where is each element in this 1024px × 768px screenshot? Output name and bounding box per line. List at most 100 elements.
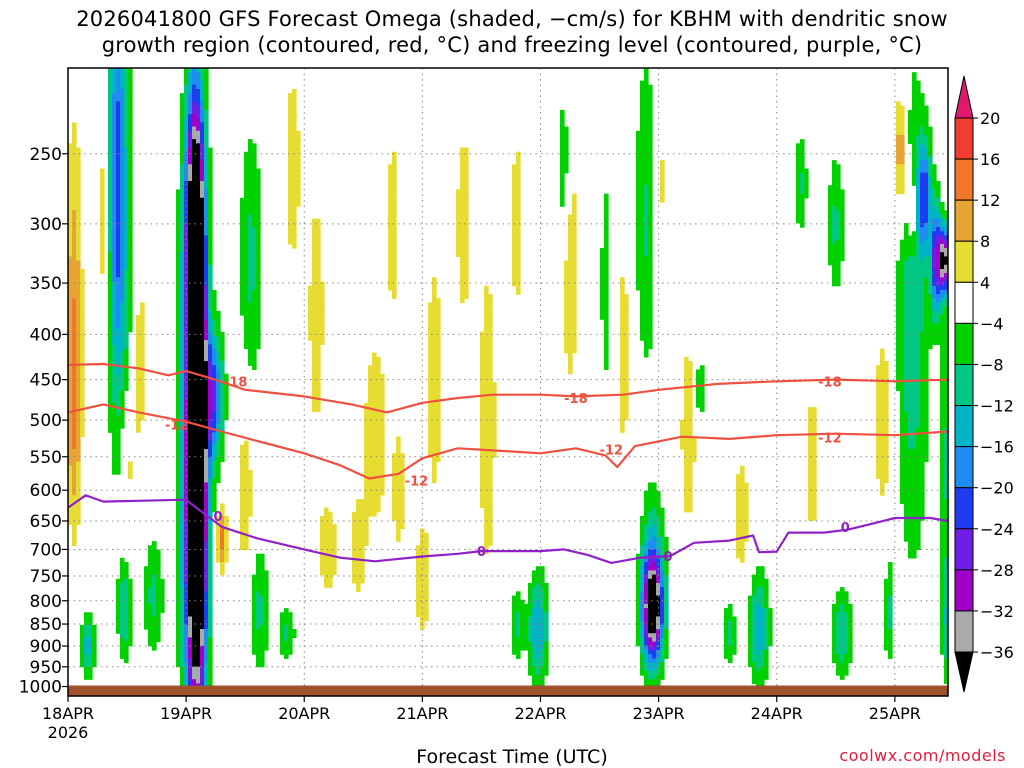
y-tick-label: 650 — [30, 512, 62, 532]
omega-cell — [188, 637, 193, 643]
omega-cell — [648, 599, 661, 605]
omega-cell — [904, 264, 933, 270]
omega-cell — [124, 637, 129, 643]
omega-cell — [116, 231, 121, 237]
omega-cell — [640, 105, 653, 111]
omega-cell — [840, 608, 845, 613]
omega-cell — [108, 344, 113, 350]
omega-cell — [256, 252, 261, 257]
omega-cell — [664, 545, 669, 551]
omega-cell — [212, 373, 217, 379]
omega-cell — [124, 193, 129, 199]
y-tick-label: 450 — [30, 371, 62, 391]
omega-cell — [192, 620, 205, 626]
omega-cell — [512, 201, 521, 207]
omega-cell — [208, 541, 213, 546]
omega-cell — [208, 562, 213, 567]
credit-link[interactable]: coolwx.com/models — [839, 746, 1006, 765]
omega-cell — [908, 109, 929, 115]
omega-cell — [84, 637, 93, 643]
omega-cell — [764, 612, 769, 618]
omega-cell — [484, 524, 493, 530]
omega-cell — [660, 172, 665, 178]
omega-cell — [72, 340, 77, 345]
omega-cell — [116, 210, 121, 216]
omega-cell — [176, 457, 181, 463]
omega-cell — [208, 377, 213, 383]
omega-cell — [876, 474, 889, 479]
omega-cell — [68, 511, 81, 517]
omega-cell — [636, 206, 645, 211]
omega-cell — [936, 264, 941, 270]
omega-cell — [928, 231, 933, 237]
omega-cell — [828, 214, 833, 220]
omega-cell — [736, 553, 745, 559]
omega-cell — [604, 361, 609, 366]
omega-cell — [112, 264, 117, 270]
omega-cell — [644, 201, 649, 207]
omega-cell — [124, 93, 129, 98]
omega-cell — [108, 176, 113, 182]
omega-cell — [920, 181, 929, 186]
omega-cell — [112, 239, 117, 245]
omega-cell — [636, 197, 645, 203]
omega-cell — [664, 645, 669, 651]
omega-cell — [636, 570, 641, 576]
omega-cell — [644, 549, 649, 555]
omega-cell — [396, 536, 401, 542]
omega-cell — [184, 679, 189, 685]
omega-cell — [544, 629, 549, 634]
omega-cell — [192, 172, 201, 178]
omega-cell — [848, 637, 853, 643]
omega-cell — [204, 549, 209, 555]
omega-cell — [184, 377, 189, 383]
omega-cell — [640, 289, 653, 295]
omega-cell — [220, 411, 225, 417]
omega-cell — [180, 557, 185, 563]
colorbar-swatch — [954, 363, 974, 407]
omega-cell — [900, 474, 925, 479]
omega-cell — [940, 629, 945, 634]
omega-cell — [76, 214, 81, 220]
omega-cell — [176, 582, 181, 588]
omega-cell — [124, 185, 129, 191]
omega-cell — [176, 645, 181, 651]
omega-cell — [516, 654, 521, 659]
omega-cell — [136, 428, 141, 433]
omega-cell — [128, 264, 133, 270]
omega-cell — [312, 281, 325, 287]
omega-cell — [932, 260, 937, 266]
omega-cell — [600, 298, 609, 304]
omega-cell — [696, 377, 705, 383]
omega-cell — [460, 285, 469, 291]
omega-cell — [916, 231, 921, 237]
omega-cell — [940, 545, 948, 551]
omega-cell — [112, 465, 121, 471]
omega-cell — [68, 222, 73, 228]
omega-cell — [640, 553, 645, 559]
omega-cell — [536, 645, 545, 651]
omega-cell — [68, 243, 73, 249]
omega-cell — [920, 206, 929, 211]
omega-cell — [68, 465, 73, 471]
omega-cell — [312, 352, 321, 358]
omega-cell — [904, 365, 921, 371]
omega-cell — [392, 469, 405, 475]
omega-cell — [932, 243, 937, 249]
omega-cell — [940, 402, 948, 408]
omega-cell — [116, 256, 121, 262]
omega-cell — [208, 503, 213, 509]
omega-cell — [944, 457, 948, 463]
omega-cell — [460, 168, 469, 174]
omega-cell — [288, 193, 301, 199]
title-line-1: 2026041800 GFS Forecast Omega (shaded, −… — [76, 7, 948, 31]
omega-cell — [644, 641, 649, 647]
omega-cell — [684, 373, 693, 379]
omega-cell — [180, 645, 185, 651]
omega-cell — [176, 189, 181, 195]
omega-cell — [392, 511, 405, 517]
omega-cell — [684, 377, 693, 383]
omega-cell — [216, 319, 221, 324]
omega-cell — [180, 679, 185, 685]
omega-cell — [288, 97, 297, 103]
